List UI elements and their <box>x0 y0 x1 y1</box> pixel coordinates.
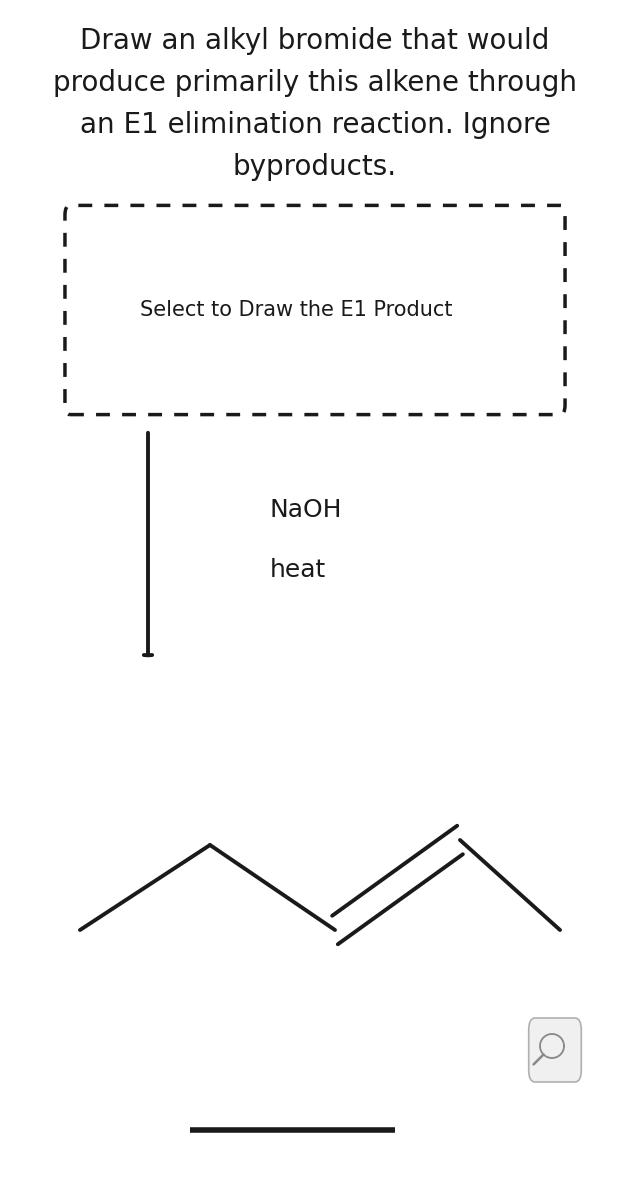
Text: an E1 elimination reaction. Ignore: an E1 elimination reaction. Ignore <box>79 110 551 139</box>
Text: byproducts.: byproducts. <box>233 152 397 181</box>
Text: Draw an alkyl bromide that would: Draw an alkyl bromide that would <box>80 26 550 55</box>
FancyBboxPatch shape <box>529 1018 581 1082</box>
Text: produce primarily this alkene through: produce primarily this alkene through <box>53 68 577 97</box>
Text: heat: heat <box>270 558 326 582</box>
Text: Select to Draw the E1 Product: Select to Draw the E1 Product <box>140 300 452 320</box>
Text: NaOH: NaOH <box>270 498 343 522</box>
